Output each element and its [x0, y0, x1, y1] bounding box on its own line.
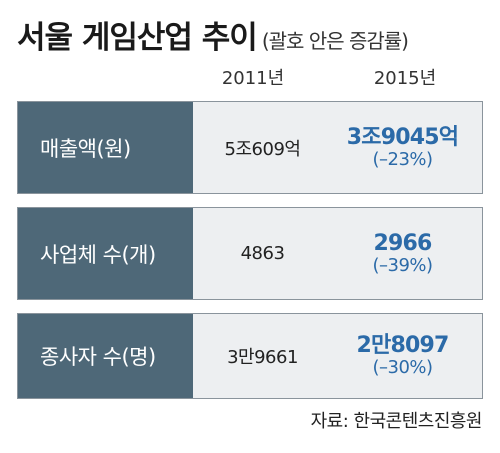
change-rate: (–30%): [372, 357, 433, 379]
title-row: 서울 게임산업 추이 (괄호 안은 증감률): [17, 12, 409, 56]
change-rate: (–23%): [372, 148, 433, 170]
value-2015: 2966: [373, 230, 432, 256]
value-2011: 4863: [240, 243, 285, 264]
table-row-businesses: 사업체 수(개) 4863 2966 (–39%): [17, 207, 483, 300]
value-2015-cell: 2만8097 (–30%): [323, 314, 482, 398]
row-label: 종사자 수(명): [18, 314, 193, 398]
value-2015-cell: 3조9045억 (–23%): [323, 102, 482, 193]
source-note: 자료: 한국콘텐츠진흥원: [310, 411, 483, 432]
value-2015-cell: 2966 (–39%): [323, 208, 482, 299]
chart-title: 서울 게임산업 추이: [17, 20, 258, 56]
value-2015: 3조9045억: [346, 124, 459, 150]
column-header-2015: 2015년: [373, 68, 437, 89]
change-rate: (–39%): [372, 254, 433, 276]
table-row-revenue: 매출액(원) 5조609억 3조9045억 (–23%): [17, 101, 483, 194]
table-row-employees: 종사자 수(명) 3만9661 2만8097 (–30%): [17, 313, 483, 399]
chart-subtitle: (괄호 안은 증감률): [261, 29, 409, 53]
row-label: 사업체 수(개): [18, 208, 193, 299]
row-label: 매출액(원): [18, 102, 193, 193]
value-2011: 3만9661: [227, 347, 298, 368]
value-2015: 2만8097: [356, 333, 450, 358]
column-header-2011: 2011년: [221, 68, 285, 89]
value-2011: 5조609억: [224, 138, 301, 160]
